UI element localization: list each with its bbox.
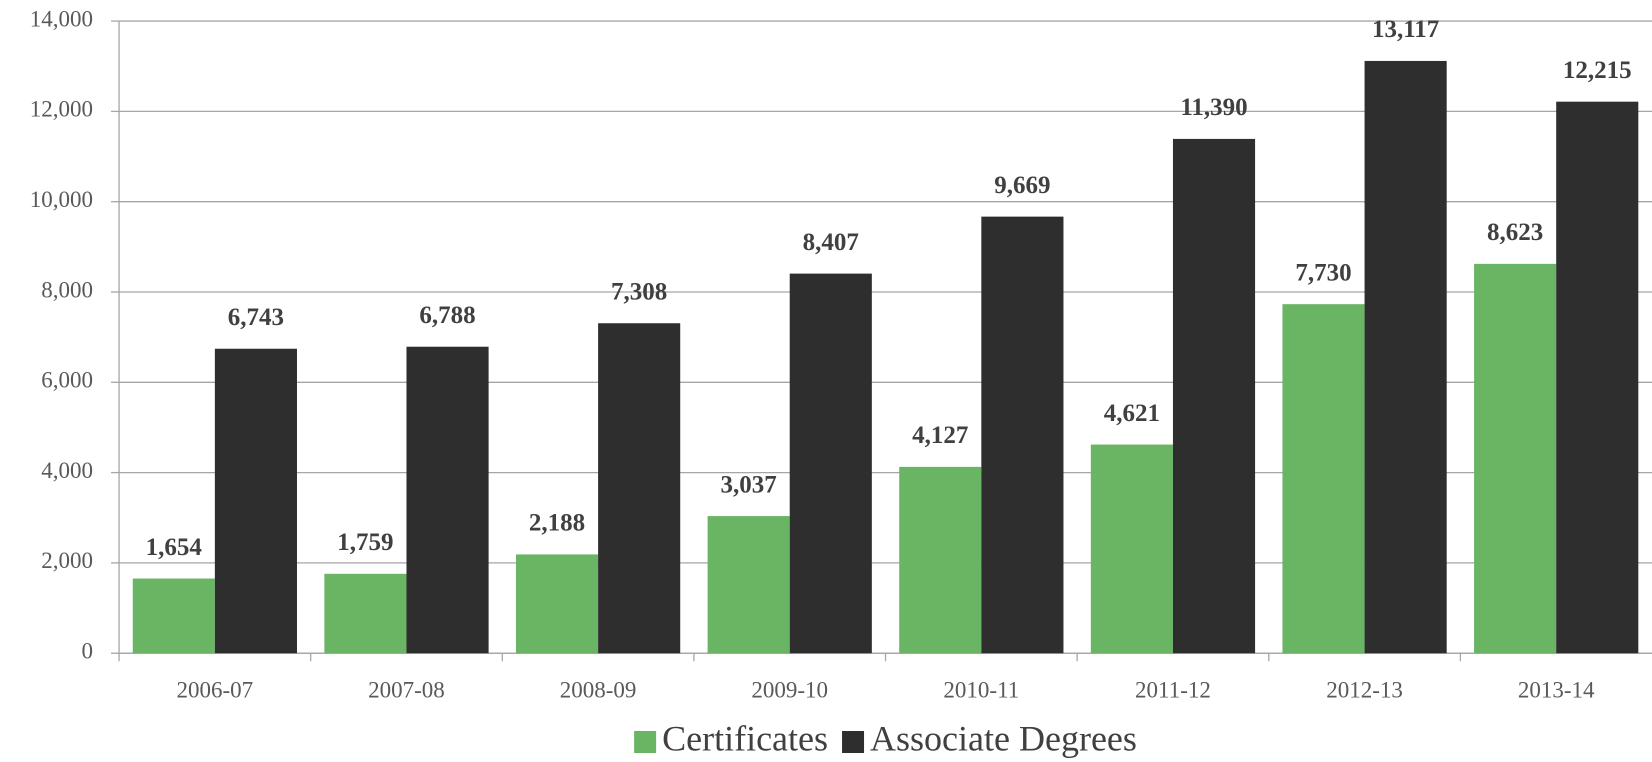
legend-swatch: [842, 731, 865, 753]
bar: [1364, 60, 1447, 654]
value-label: 11,390: [1180, 94, 1247, 121]
bar: [1090, 444, 1173, 654]
y-tick-label: 14,000: [30, 6, 93, 31]
y-tick-label: 6,000: [41, 368, 93, 393]
bar: [598, 323, 681, 654]
x-tick-label: 2008-09: [560, 677, 637, 702]
value-label: 6,788: [419, 302, 475, 329]
bar: [981, 216, 1064, 654]
bar: [515, 554, 599, 654]
value-label: 9,669: [994, 172, 1050, 199]
value-label: 7,730: [1295, 259, 1351, 286]
x-tick-label: 2007-08: [368, 677, 445, 702]
x-tick-label: 2011-12: [1135, 677, 1211, 702]
x-tick-label: 2013-14: [1518, 677, 1595, 702]
value-label: 4,127: [912, 422, 968, 449]
legend-swatch: [634, 731, 657, 753]
x-tick-label: 2010-11: [943, 677, 1019, 702]
bar: [406, 346, 489, 654]
bar: [1282, 304, 1365, 654]
x-tick-label: 2012-13: [1326, 677, 1403, 702]
value-label: 8,623: [1487, 219, 1543, 246]
value-label: 1,654: [146, 534, 203, 561]
x-tick-label: 2006-07: [177, 677, 254, 702]
value-label: 12,215: [1563, 57, 1632, 84]
value-label: 2,188: [529, 510, 585, 537]
y-tick-label: 2,000: [41, 548, 93, 573]
bar: [1556, 101, 1639, 654]
bar: [214, 348, 297, 654]
bar: [324, 573, 407, 654]
bar: [1172, 138, 1256, 654]
value-label: 13,117: [1372, 16, 1439, 43]
bar: [789, 273, 872, 654]
value-label: 3,037: [721, 471, 777, 498]
value-label: 1,759: [337, 529, 393, 556]
bar: [1474, 263, 1557, 654]
value-label: 7,308: [611, 278, 667, 305]
value-label: 4,621: [1104, 400, 1160, 427]
value-label: 8,407: [803, 229, 859, 256]
value-label: 6,743: [228, 304, 284, 331]
y-tick-label: 12,000: [30, 97, 93, 122]
bar: [899, 466, 982, 654]
y-tick-label: 8,000: [41, 277, 93, 302]
bar: [707, 516, 790, 654]
bar: [132, 578, 215, 654]
y-tick-label: 4,000: [41, 458, 93, 483]
x-tick-label: 2009-10: [751, 677, 828, 702]
legend-label: Certificates: [662, 718, 828, 758]
y-tick-label: 0: [82, 638, 94, 663]
y-tick-label: 10,000: [30, 187, 93, 212]
legend-label: Associate Degrees: [870, 718, 1137, 758]
